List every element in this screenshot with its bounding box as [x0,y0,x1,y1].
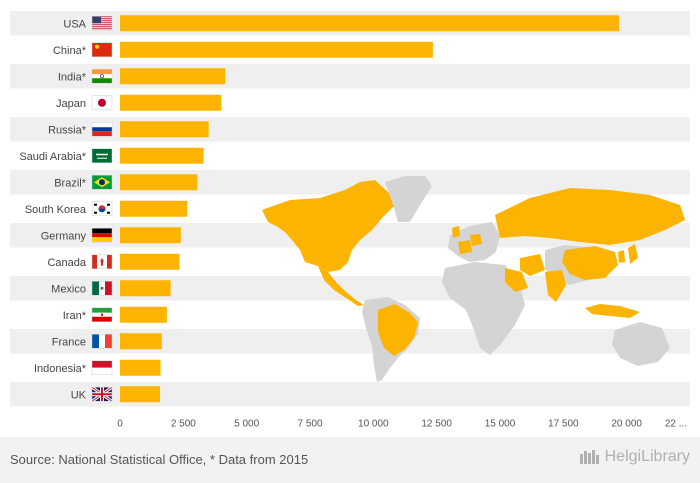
category-label: Russia* [48,124,87,136]
category-label: Canada [47,257,86,269]
map-central-america [318,266,364,306]
flag-uk-icon [91,386,113,403]
flag-usa-icon [91,16,113,31]
flag-canada-icon [91,254,113,269]
category-label: USA [63,18,86,30]
x-axis-ticks: 0 2 500 5 000 7 500 10 000 12 500 15 000 17 500… [117,419,687,430]
flag-japan-icon [91,95,113,110]
footer [0,437,700,483]
map-uk [452,226,460,238]
category-label: Mexico [51,283,86,295]
map-brazil [378,304,418,356]
bar-india[interactable] [120,68,226,85]
category-label: India* [58,71,87,83]
category-label: China* [53,45,87,57]
bar-canada[interactable] [120,253,180,270]
category-label: France [52,336,86,348]
map-france [458,240,472,254]
flag-india-icon [91,69,113,84]
x-tick-label: 5 000 [234,419,259,430]
flag-china-icon [91,42,113,57]
category-label: Iran* [63,310,87,322]
flag-germany-icon [91,228,113,243]
x-tick-label: 17 500 [548,419,579,430]
map-germany [470,234,482,246]
map-russia [495,188,685,245]
bar-japan[interactable] [120,94,222,111]
source-note: Source: National Statistical Office, * D… [10,452,309,467]
flag-saudi-icon [91,148,113,163]
x-tick-label: 7 500 [297,419,322,430]
bar-china[interactable] [120,41,433,58]
category-label: Germany [41,230,87,242]
flag-korea-icon [91,201,113,216]
category-labels: USA China* India* Japan Russia* Saudi Arabia*… [19,18,87,401]
map-indonesia [585,304,640,318]
category-label: Indonesia* [34,363,87,375]
bar-france[interactable] [120,333,162,350]
map-japan [628,244,638,264]
brand-name: HelgiLibrary [604,448,690,465]
map-australia [612,322,670,366]
bar-mexico[interactable] [120,280,171,297]
category-label: Saudi Arabia* [19,151,86,163]
map-north-america [262,180,395,272]
bar-saudi[interactable] [120,147,204,164]
bar-usa[interactable] [120,15,620,32]
bar-uk[interactable] [120,386,161,403]
bar-germany[interactable] [120,227,181,244]
map-greenland [385,176,432,222]
x-tick-label: 22 ... [665,419,687,430]
flag-iran-icon [91,307,113,322]
flag-france-icon [91,334,113,349]
bars [120,15,620,403]
brand-logo[interactable]: HelgiLibrary [579,448,690,466]
category-label: Japan [56,98,86,110]
bar-indonesia[interactable] [120,359,161,376]
category-label: UK [71,389,87,401]
x-tick-label: 0 [117,419,123,430]
flag-brazil-icon [91,175,113,190]
bar-brazil[interactable] [120,174,198,191]
library-icon [579,450,599,464]
flag-indonesia-icon [91,360,113,375]
flag-mexico-icon [91,281,113,296]
map-saudi-arabia [505,268,528,292]
x-tick-label: 15 000 [485,419,516,430]
world-map [262,176,685,382]
bar-korea[interactable] [120,200,188,217]
x-tick-label: 2 500 [171,419,196,430]
map-iran [520,254,545,276]
flags [91,16,113,403]
map-india [545,270,566,302]
map-africa [442,262,525,355]
bar-russia[interactable] [120,121,209,138]
x-tick-label: 12 500 [421,419,452,430]
flag-russia-icon [91,122,113,137]
map-china [562,246,618,280]
map-korea [618,250,625,263]
category-label: Brazil* [54,177,87,189]
x-tick-label: 20 000 [611,419,642,430]
category-label: South Korea [25,204,87,216]
x-tick-label: 10 000 [358,419,389,430]
bar-iran[interactable] [120,306,167,323]
